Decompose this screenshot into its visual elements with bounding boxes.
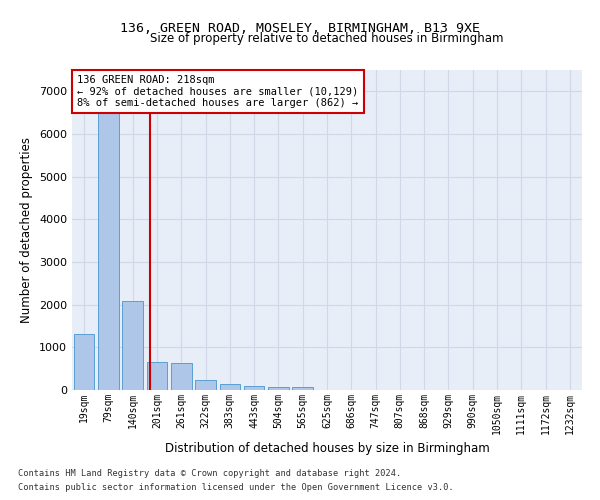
Bar <box>268 388 289 390</box>
Bar <box>74 334 94 390</box>
Text: Contains HM Land Registry data © Crown copyright and database right 2024.: Contains HM Land Registry data © Crown c… <box>18 468 401 477</box>
Bar <box>146 362 167 390</box>
Y-axis label: Number of detached properties: Number of detached properties <box>20 137 34 323</box>
Bar <box>171 363 191 390</box>
X-axis label: Distribution of detached houses by size in Birmingham: Distribution of detached houses by size … <box>164 442 490 455</box>
Bar <box>122 302 143 390</box>
Text: Contains public sector information licensed under the Open Government Licence v3: Contains public sector information licen… <box>18 484 454 492</box>
Bar <box>98 110 119 390</box>
Bar <box>244 386 265 390</box>
Bar <box>195 380 216 390</box>
Title: Size of property relative to detached houses in Birmingham: Size of property relative to detached ho… <box>150 32 504 45</box>
Text: 136, GREEN ROAD, MOSELEY, BIRMINGHAM, B13 9XE: 136, GREEN ROAD, MOSELEY, BIRMINGHAM, B1… <box>120 22 480 36</box>
Text: 136 GREEN ROAD: 218sqm
← 92% of detached houses are smaller (10,129)
8% of semi-: 136 GREEN ROAD: 218sqm ← 92% of detached… <box>77 75 358 108</box>
Bar <box>220 384 240 390</box>
Bar <box>292 388 313 390</box>
